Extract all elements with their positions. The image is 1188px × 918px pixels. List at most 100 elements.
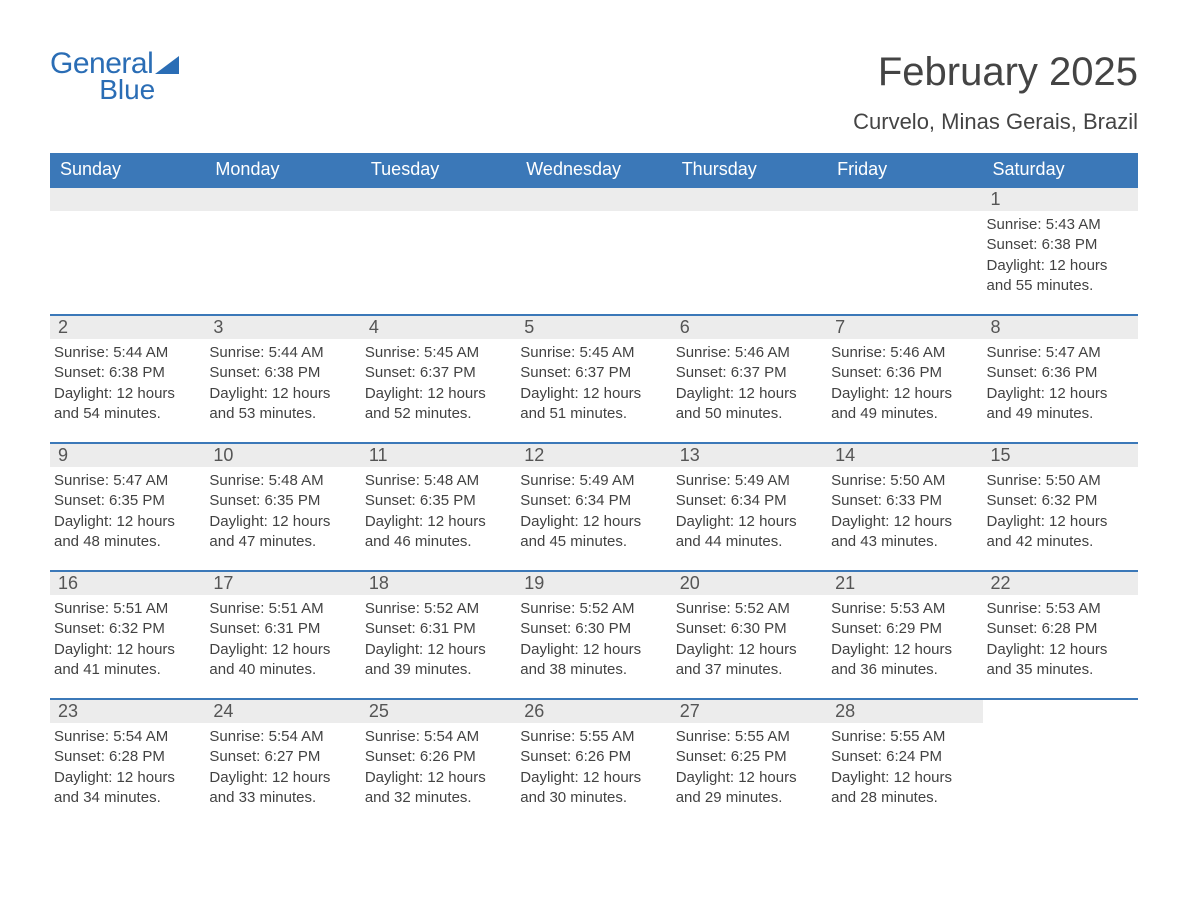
day-number: 1	[983, 188, 1138, 211]
day-number: 14	[827, 444, 982, 467]
day-number: 5	[516, 316, 671, 339]
day-detail: Sunrise: 5:51 AMSunset: 6:31 PMDaylight:…	[205, 595, 360, 680]
sunset-line: Sunset: 6:35 PM	[54, 491, 197, 511]
sunrise-line: Sunrise: 5:54 AM	[365, 727, 508, 747]
weekday-header: Thursday	[672, 153, 827, 187]
sunrise-line: Sunrise: 5:44 AM	[209, 343, 352, 363]
calendar-day-cell: 18Sunrise: 5:52 AMSunset: 6:31 PMDayligh…	[361, 571, 516, 699]
daylight-line: Daylight: 12 hours and 32 minutes.	[365, 768, 508, 809]
sunrise-line: Sunrise: 5:55 AM	[520, 727, 663, 747]
sunset-line: Sunset: 6:34 PM	[520, 491, 663, 511]
day-detail: Sunrise: 5:50 AMSunset: 6:33 PMDaylight:…	[827, 467, 982, 552]
day-number: 8	[983, 316, 1138, 339]
calendar-day-cell: 27Sunrise: 5:55 AMSunset: 6:25 PMDayligh…	[672, 699, 827, 827]
weekday-header: Friday	[827, 153, 982, 187]
day-detail: Sunrise: 5:55 AMSunset: 6:26 PMDaylight:…	[516, 723, 671, 808]
sunrise-line: Sunrise: 5:53 AM	[987, 599, 1130, 619]
sunset-line: Sunset: 6:26 PM	[365, 747, 508, 767]
logo: General Blue	[50, 50, 179, 102]
title-block: February 2025 Curvelo, Minas Gerais, Bra…	[853, 50, 1138, 135]
sunset-line: Sunset: 6:33 PM	[831, 491, 974, 511]
empty-day-bar	[205, 188, 360, 211]
calendar-day-cell: 14Sunrise: 5:50 AMSunset: 6:33 PMDayligh…	[827, 443, 982, 571]
calendar-empty-cell	[827, 187, 982, 315]
day-detail: Sunrise: 5:44 AMSunset: 6:38 PMDaylight:…	[50, 339, 205, 424]
sunset-line: Sunset: 6:30 PM	[520, 619, 663, 639]
calendar-body: 1Sunrise: 5:43 AMSunset: 6:38 PMDaylight…	[50, 187, 1138, 827]
day-detail: Sunrise: 5:54 AMSunset: 6:26 PMDaylight:…	[361, 723, 516, 808]
sunrise-line: Sunrise: 5:47 AM	[987, 343, 1130, 363]
day-detail: Sunrise: 5:46 AMSunset: 6:36 PMDaylight:…	[827, 339, 982, 424]
calendar-week-row: 23Sunrise: 5:54 AMSunset: 6:28 PMDayligh…	[50, 699, 1138, 827]
day-number: 13	[672, 444, 827, 467]
sunrise-line: Sunrise: 5:51 AM	[209, 599, 352, 619]
daylight-line: Daylight: 12 hours and 33 minutes.	[209, 768, 352, 809]
day-detail: Sunrise: 5:47 AMSunset: 6:35 PMDaylight:…	[50, 467, 205, 552]
daylight-line: Daylight: 12 hours and 44 minutes.	[676, 512, 819, 553]
daylight-line: Daylight: 12 hours and 40 minutes.	[209, 640, 352, 681]
daylight-line: Daylight: 12 hours and 30 minutes.	[520, 768, 663, 809]
day-number: 6	[672, 316, 827, 339]
sunset-line: Sunset: 6:35 PM	[365, 491, 508, 511]
day-detail: Sunrise: 5:52 AMSunset: 6:30 PMDaylight:…	[672, 595, 827, 680]
sunset-line: Sunset: 6:36 PM	[831, 363, 974, 383]
day-number: 22	[983, 572, 1138, 595]
sunset-line: Sunset: 6:25 PM	[676, 747, 819, 767]
day-detail: Sunrise: 5:55 AMSunset: 6:24 PMDaylight:…	[827, 723, 982, 808]
sunset-line: Sunset: 6:35 PM	[209, 491, 352, 511]
daylight-line: Daylight: 12 hours and 39 minutes.	[365, 640, 508, 681]
sunrise-line: Sunrise: 5:52 AM	[520, 599, 663, 619]
calendar-empty-cell	[672, 187, 827, 315]
day-detail: Sunrise: 5:54 AMSunset: 6:27 PMDaylight:…	[205, 723, 360, 808]
daylight-line: Daylight: 12 hours and 34 minutes.	[54, 768, 197, 809]
day-detail: Sunrise: 5:46 AMSunset: 6:37 PMDaylight:…	[672, 339, 827, 424]
calendar-day-cell: 4Sunrise: 5:45 AMSunset: 6:37 PMDaylight…	[361, 315, 516, 443]
daylight-line: Daylight: 12 hours and 41 minutes.	[54, 640, 197, 681]
sunrise-line: Sunrise: 5:53 AM	[831, 599, 974, 619]
sunset-line: Sunset: 6:31 PM	[365, 619, 508, 639]
calendar-day-cell: 5Sunrise: 5:45 AMSunset: 6:37 PMDaylight…	[516, 315, 671, 443]
sunset-line: Sunset: 6:38 PM	[54, 363, 197, 383]
calendar-day-cell: 13Sunrise: 5:49 AMSunset: 6:34 PMDayligh…	[672, 443, 827, 571]
day-number: 20	[672, 572, 827, 595]
calendar-day-cell: 26Sunrise: 5:55 AMSunset: 6:26 PMDayligh…	[516, 699, 671, 827]
daylight-line: Daylight: 12 hours and 37 minutes.	[676, 640, 819, 681]
sunset-line: Sunset: 6:28 PM	[987, 619, 1130, 639]
day-detail: Sunrise: 5:48 AMSunset: 6:35 PMDaylight:…	[205, 467, 360, 552]
daylight-line: Daylight: 12 hours and 28 minutes.	[831, 768, 974, 809]
weekday-header: Saturday	[983, 153, 1138, 187]
daylight-line: Daylight: 12 hours and 47 minutes.	[209, 512, 352, 553]
sunrise-line: Sunrise: 5:55 AM	[831, 727, 974, 747]
sunrise-line: Sunrise: 5:54 AM	[209, 727, 352, 747]
day-detail: Sunrise: 5:45 AMSunset: 6:37 PMDaylight:…	[361, 339, 516, 424]
day-number: 17	[205, 572, 360, 595]
calendar-day-cell: 6Sunrise: 5:46 AMSunset: 6:37 PMDaylight…	[672, 315, 827, 443]
calendar-day-cell: 7Sunrise: 5:46 AMSunset: 6:36 PMDaylight…	[827, 315, 982, 443]
day-detail: Sunrise: 5:47 AMSunset: 6:36 PMDaylight:…	[983, 339, 1138, 424]
day-number: 16	[50, 572, 205, 595]
weekday-header: Tuesday	[361, 153, 516, 187]
day-number: 11	[361, 444, 516, 467]
day-number: 15	[983, 444, 1138, 467]
daylight-line: Daylight: 12 hours and 53 minutes.	[209, 384, 352, 425]
weekday-header: Monday	[205, 153, 360, 187]
calendar-day-cell: 23Sunrise: 5:54 AMSunset: 6:28 PMDayligh…	[50, 699, 205, 827]
day-number: 10	[205, 444, 360, 467]
day-number: 9	[50, 444, 205, 467]
day-number: 21	[827, 572, 982, 595]
sunset-line: Sunset: 6:30 PM	[676, 619, 819, 639]
calendar-week-row: 9Sunrise: 5:47 AMSunset: 6:35 PMDaylight…	[50, 443, 1138, 571]
sunset-line: Sunset: 6:37 PM	[365, 363, 508, 383]
calendar-empty-cell	[205, 187, 360, 315]
day-number: 25	[361, 700, 516, 723]
month-title: February 2025	[853, 50, 1138, 95]
calendar-empty-cell	[50, 187, 205, 315]
sunset-line: Sunset: 6:27 PM	[209, 747, 352, 767]
day-number: 28	[827, 700, 982, 723]
sunrise-line: Sunrise: 5:55 AM	[676, 727, 819, 747]
day-detail: Sunrise: 5:43 AMSunset: 6:38 PMDaylight:…	[983, 211, 1138, 296]
day-detail: Sunrise: 5:45 AMSunset: 6:37 PMDaylight:…	[516, 339, 671, 424]
calendar-empty-cell	[361, 187, 516, 315]
empty-day-bar	[516, 188, 671, 211]
logo-line1: General	[50, 50, 153, 77]
